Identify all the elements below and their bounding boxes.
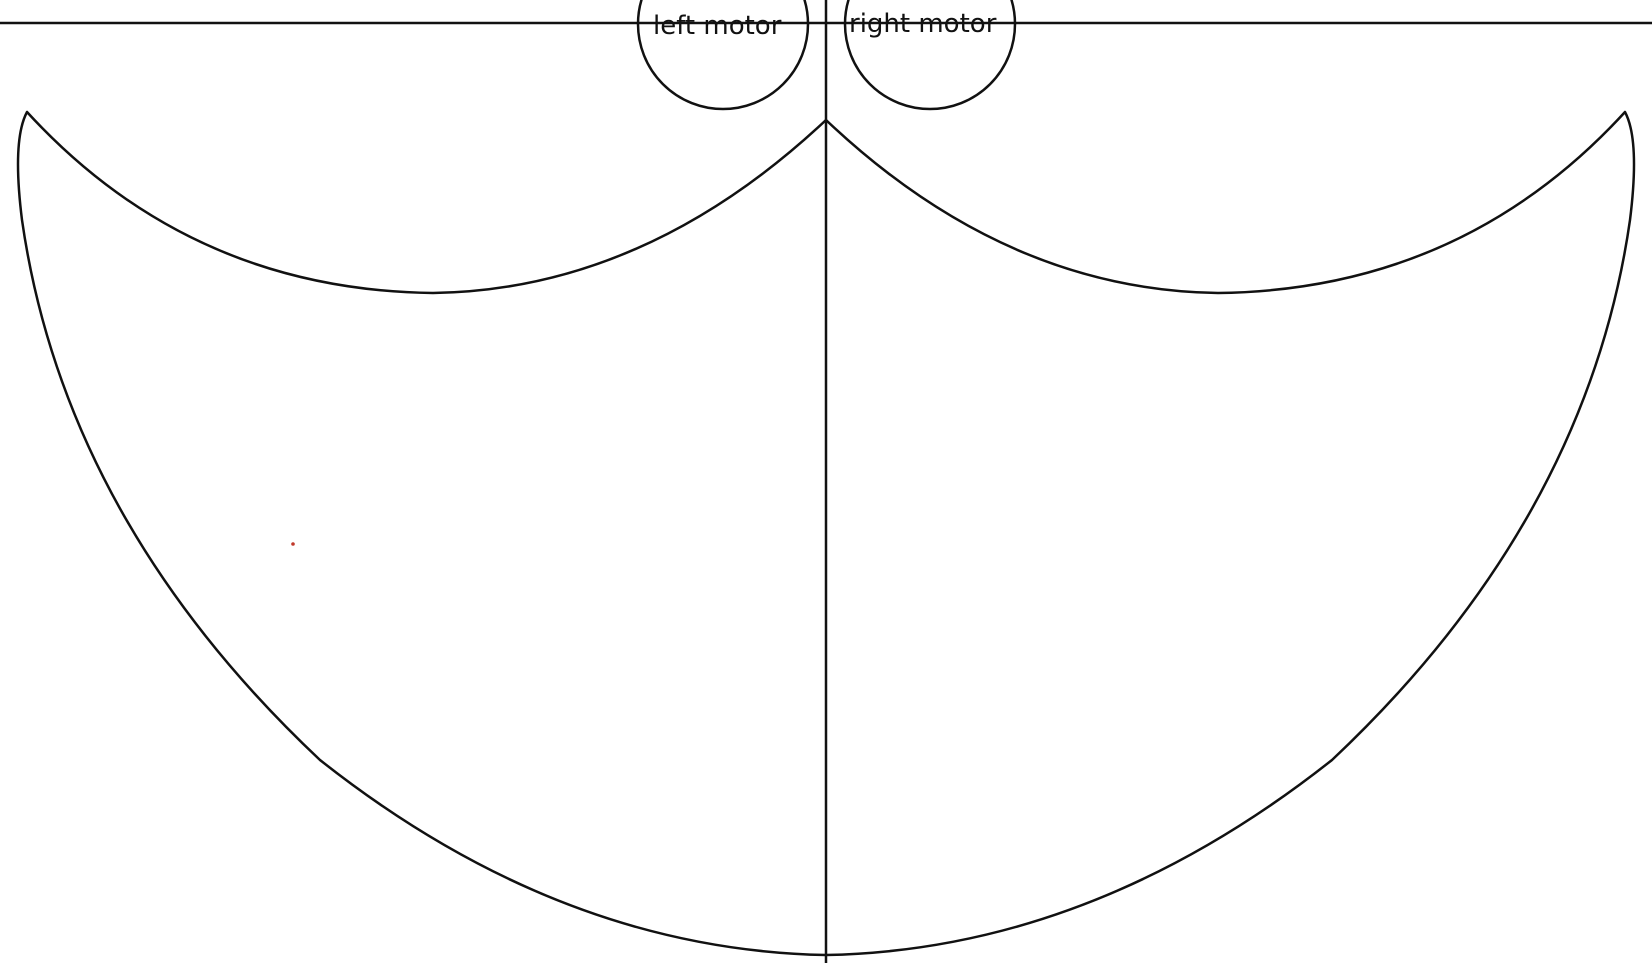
pen-position-dot xyxy=(291,542,295,546)
right-motor-label: right motor xyxy=(849,9,997,39)
right-work-area xyxy=(824,110,1636,957)
right-motor-circle xyxy=(843,0,1017,111)
left-motor-circle xyxy=(636,0,810,111)
left-motor-label: left motor xyxy=(653,11,782,41)
left-work-area xyxy=(16,110,828,957)
